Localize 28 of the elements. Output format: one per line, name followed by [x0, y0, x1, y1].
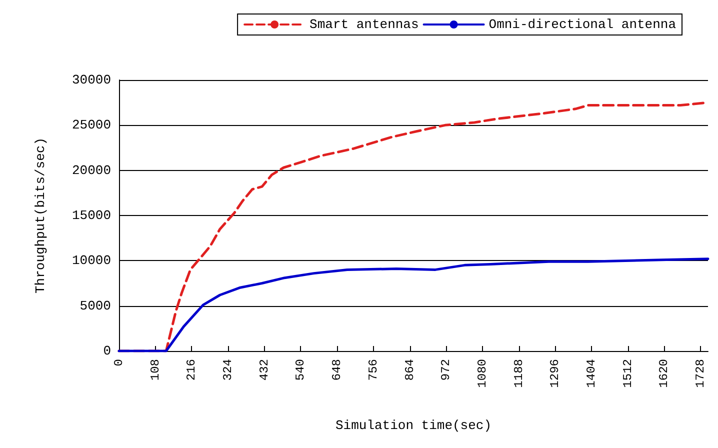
x-tick-label: 972: [439, 359, 454, 381]
y-tick-label: 20000: [72, 162, 111, 178]
x-tick-label: 756: [366, 359, 380, 381]
x-tick-label: 1512: [620, 359, 635, 388]
x-tick-label: 324: [221, 359, 236, 381]
legend-label: Omni-directional antenna: [488, 17, 676, 32]
x-tick-label: 1728: [694, 359, 708, 388]
y-tick-label: 5000: [80, 298, 111, 314]
x-tick-label: 540: [294, 359, 308, 381]
x-tick-label: 0: [112, 359, 126, 366]
y-tick-label: 10000: [72, 253, 111, 268]
y-tick-label: 25000: [72, 118, 111, 133]
x-tick-label: 108: [148, 359, 162, 381]
x-tick-label: 216: [184, 359, 199, 381]
y-tick-label: 0: [103, 344, 111, 358]
y-tick-label: 15000: [72, 208, 111, 223]
x-tick-label: 1080: [475, 359, 490, 388]
x-tick-label: 1620: [657, 359, 672, 388]
x-tick-label: 648: [330, 359, 344, 381]
x-tick-label: 1188: [512, 359, 526, 388]
y-axis-title: Throughput(bits/sec): [33, 137, 48, 294]
x-tick-label: 864: [402, 359, 417, 381]
x-tick-label: 1296: [548, 359, 562, 388]
legend-label: Smart antennas: [310, 17, 419, 32]
x-axis-title: Simulation time(sec): [335, 418, 492, 433]
y-tick-label: 30000: [72, 72, 111, 88]
x-tick-label: 432: [257, 359, 272, 381]
x-tick-label: 1404: [584, 359, 599, 388]
